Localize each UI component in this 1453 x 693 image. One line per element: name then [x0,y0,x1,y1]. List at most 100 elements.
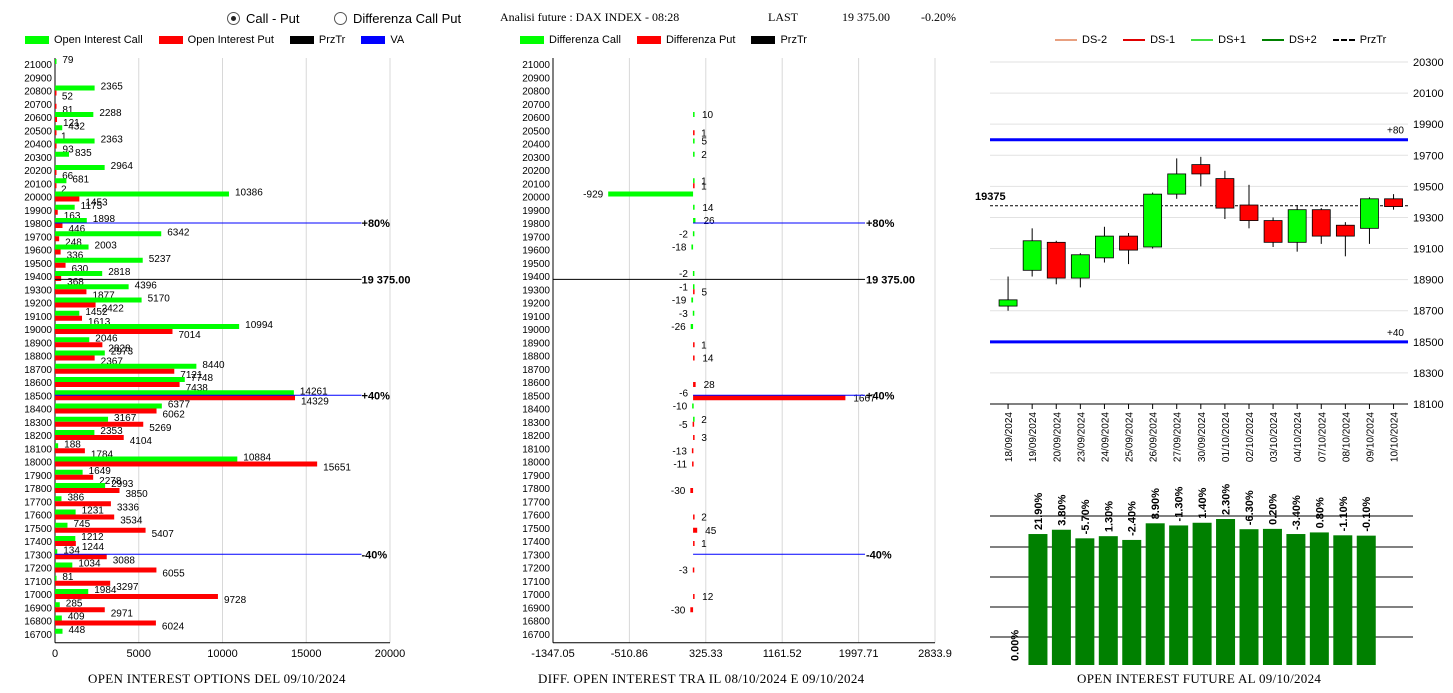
diff-put-bar [693,355,695,361]
call-value-label: 745 [73,519,90,530]
call-value-label: 2363 [101,135,124,146]
diff-call-bar [693,416,695,422]
y-tick-label: 18100 [1413,399,1444,411]
band-label: +40 [1387,328,1404,339]
put-bar [55,408,157,414]
x-tick-label: 5000 [127,648,151,660]
strike-label: 17800 [522,484,550,495]
call-bar [55,271,103,276]
future-oi-label: 1.40% [1197,487,1209,518]
put-bar [55,355,95,361]
call-value-label: 81 [62,572,74,583]
diff-call-label: -10 [673,402,688,413]
future-oi-label: 8.90% [1150,488,1162,519]
call-value-label: 10386 [235,188,263,199]
diff-call-bar [691,244,694,250]
legend-oi-va: VA [361,34,404,46]
strike-label: 20200 [24,166,52,177]
put-bar [55,567,157,573]
put-bar [55,329,173,334]
strike-label: 20100 [24,179,52,190]
strike-label: 17300 [522,550,550,561]
put-bar [55,461,318,467]
strike-label: 18100 [24,444,52,455]
call-value-label: 386 [67,492,84,503]
call-value-label: 79 [62,55,74,66]
date-label: 23/09/2024 [1076,412,1087,462]
call-bar [55,363,197,369]
y-tick-label: 19900 [1413,119,1444,131]
strike-label: 19700 [522,232,550,243]
call-value-label: 2993 [111,479,134,490]
diff-call-bar [693,138,695,144]
y-tick-label: 18900 [1413,275,1444,287]
strike-label: 19200 [24,299,52,310]
diff-put-label: -5 [679,420,688,431]
call-value-label: 1452 [85,307,108,318]
legend-fut: DS-2 DS-1 DS+1 DS+2 PrzTr [1055,34,1402,46]
y-tick-label: 18700 [1413,306,1444,318]
put-value-label: 3297 [116,582,139,593]
diff-call-label: -19 [672,296,687,307]
strike-label: 16700 [522,630,550,641]
put-value-label: 1 [61,131,67,142]
put-bar [55,594,218,599]
strike-label: 19300 [24,285,52,296]
legend-diff-call: Differenza Call [520,34,621,46]
call-bar [55,231,162,237]
strike-label: 19000 [522,325,550,336]
future-oi-bar [1122,539,1142,665]
future-oi-bar [1262,528,1282,665]
call-bar [55,549,58,555]
legend-line [1055,39,1077,41]
diff-call-bar [690,324,694,329]
diff-put-label: 5 [702,287,708,298]
candle-body [1360,198,1379,229]
diff-put-label: -3 [679,566,688,577]
call-bar [55,257,143,263]
call-bar [55,509,76,515]
legend-diff: Differenza Call Differenza Put PrzTr [520,34,823,46]
future-oi-label: -0.10% [1361,497,1373,532]
strike-label: 19100 [24,312,52,323]
strike-label: 18700 [24,365,52,376]
strike-label: 20000 [24,193,52,204]
put-value-label: 336 [67,251,84,262]
strike-label: 20200 [522,166,550,177]
call-bar [55,191,229,197]
call-value-label: 448 [69,625,86,636]
put-bar [55,448,85,454]
put-value-label: 1613 [88,317,111,328]
future-oi-label: -1.30% [1174,486,1186,521]
diff-put-label: -13 [672,446,687,457]
future-oi-bar [1192,522,1212,665]
legend-fut-prztr: PrzTr [1332,34,1386,46]
call-bar [55,151,69,157]
put-bar [55,196,80,202]
future-oi-label: 1.30% [1103,501,1115,532]
call-bar [55,218,87,223]
date-label: 18/09/2024 [1004,412,1015,462]
strike-label: 17100 [24,577,52,588]
diff-put-bar [693,594,695,599]
strike-label: 20400 [24,140,52,151]
future-oi-bar [1309,532,1329,665]
call-bar [55,350,105,356]
diff-extra-label: -6 [679,388,688,399]
put-value-label: 93 [63,145,75,156]
legend-line [1261,39,1284,41]
radio-call-put[interactable]: Call - Put [227,11,299,26]
put-bar [55,554,107,560]
put-bar [55,170,57,175]
level-label: +40% [362,390,391,402]
diff-call-label: 10 [702,110,714,121]
diff-call-label: 14 [702,203,714,214]
radio-diff[interactable]: Differenza Call Put [334,11,461,26]
put-bar [55,236,60,242]
strike-label: 19600 [24,246,52,257]
legend-oi: Open Interest Call Open Interest Put Prz… [25,34,420,46]
legend-label: VA [390,34,405,46]
y-tick-label: 19700 [1413,150,1444,162]
strike-label: 20900 [24,73,52,84]
